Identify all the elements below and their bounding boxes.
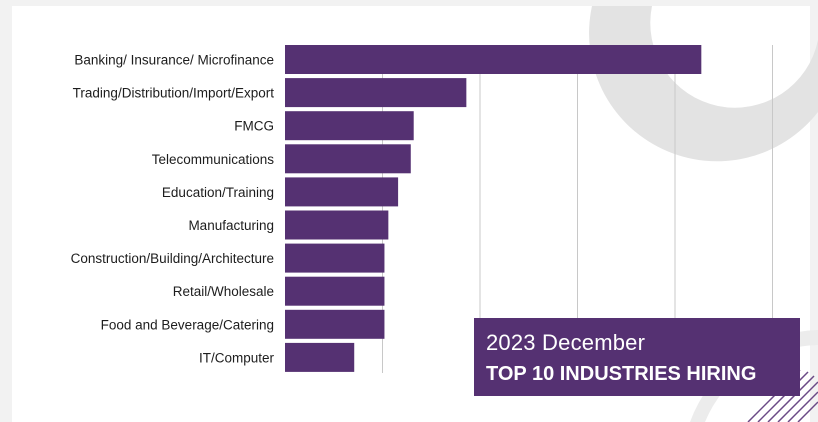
- category-label: Construction/Building/Architecture: [71, 251, 274, 266]
- bar: [285, 144, 411, 174]
- bar: [285, 276, 385, 306]
- bar: [285, 45, 702, 74]
- category-label: FMCG: [234, 119, 274, 134]
- bars: [285, 45, 702, 372]
- category-label: Manufacturing: [188, 218, 274, 233]
- decorative-ring: [589, 6, 818, 162]
- bar: [285, 342, 355, 372]
- category-label: Food and Beverage/Catering: [101, 317, 274, 332]
- category-label: IT/Computer: [199, 350, 275, 365]
- caption-date: 2023 December: [486, 330, 646, 355]
- category-label: Education/Training: [162, 185, 274, 200]
- caption-box: 2023 December TOP 10 INDUSTRIES HIRING: [474, 318, 800, 396]
- bar: [285, 243, 385, 273]
- category-label: Telecommunications: [152, 152, 275, 167]
- bar: [285, 111, 414, 141]
- caption-title: TOP 10 INDUSTRIES HIRING: [486, 363, 757, 385]
- category-label: Retail/Wholesale: [173, 284, 274, 299]
- decorative-stripes: [747, 369, 818, 422]
- category-label: Trading/Distribution/Import/Export: [73, 86, 275, 101]
- bar: [285, 210, 389, 240]
- category-label: Banking/ Insurance/ Microfinance: [74, 53, 274, 68]
- category-labels: Banking/ Insurance/ Microfinance Trading/…: [71, 53, 275, 366]
- bar: [285, 309, 385, 339]
- bar: [285, 177, 399, 207]
- bar: [285, 78, 467, 108]
